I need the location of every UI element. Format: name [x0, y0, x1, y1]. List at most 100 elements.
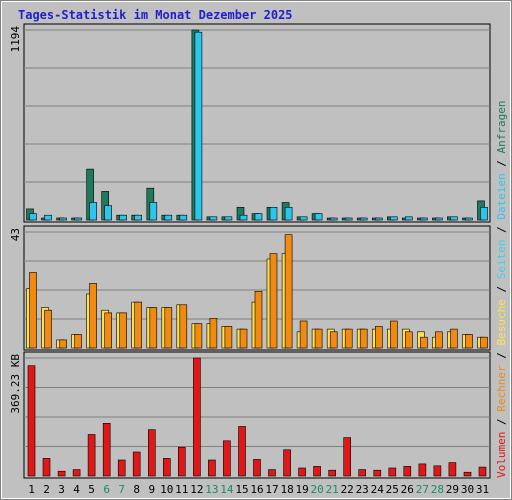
- bar-volumen-day-17: [268, 469, 276, 477]
- bar-volumen-day-25: [388, 467, 397, 477]
- bar-volumen-day-8: [132, 451, 141, 477]
- bar-rechner-day-27: [420, 336, 428, 349]
- bar-volumen-day-23: [358, 469, 367, 477]
- x-tick-day-26: 26: [401, 483, 414, 496]
- bar-rechner-day-20: [314, 328, 323, 349]
- bar-rechner-day-17: [269, 253, 278, 349]
- bar-dateien-day-20: [314, 213, 323, 221]
- bar-rechner-day-23: [359, 328, 368, 349]
- x-tick-day-11: 11: [175, 483, 188, 496]
- bar-dateien-day-17: [269, 207, 278, 221]
- x-tick-labels: 1 2 3 4 5 6 7 8 9 10 11 12 13 14 15 16 17 18 19 20 21 22 23 24 2…: [28, 483, 489, 496]
- panels-group: 1194 43 369.23 KB: [9, 23, 491, 479]
- bar-dateien-day-26: [404, 216, 413, 221]
- bar-dateien-day-21: [329, 217, 338, 221]
- bar-rechner-day-8: [134, 301, 142, 349]
- bar-volumen-day-4: [72, 469, 81, 477]
- x-tick-day-23: 23: [356, 483, 369, 496]
- bar-rechner-day-1: [29, 272, 37, 349]
- bar-rechner-day-14: [224, 326, 233, 349]
- bar-volumen-day-1: [27, 365, 36, 477]
- legend-separator: /: [495, 279, 508, 299]
- x-tick-day-19: 19: [295, 483, 308, 496]
- bar-volumen-day-19: [298, 467, 306, 477]
- x-tick-day-15: 15: [235, 483, 248, 496]
- x-tick-day-16: 16: [250, 483, 263, 496]
- bars-1: [26, 29, 488, 221]
- bar-dateien-day-30: [465, 217, 473, 221]
- bar-rechner-day-16: [254, 290, 263, 349]
- bar-rechner-day-6: [104, 312, 112, 349]
- x-tick-day-5: 5: [88, 483, 95, 496]
- bar-volumen-day-11: [178, 446, 186, 477]
- legend-text: Volumen / Rechner / Besuche / Seiten / D…: [495, 100, 508, 478]
- bar-rechner-day-13: [209, 317, 218, 349]
- bar-dateien-day-9: [149, 202, 158, 221]
- x-tick-day-25: 25: [386, 483, 399, 496]
- panel-frame: [23, 351, 491, 479]
- bar-volumen-day-30: [463, 471, 472, 477]
- x-tick-day-14: 14: [220, 483, 234, 496]
- bar-volumen-day-13: [208, 459, 216, 477]
- bar-volumen-day-10: [163, 458, 171, 477]
- bar-dateien-day-7: [119, 214, 127, 221]
- x-tick-day-21: 21: [326, 483, 339, 496]
- bar-rechner-day-30: [465, 334, 473, 349]
- x-tick-day-24: 24: [371, 483, 385, 496]
- x-tick-day-20: 20: [310, 483, 323, 496]
- legend: Volumen / Rechner / Besuche / Seiten / D…: [495, 100, 508, 478]
- x-tick-day-1: 1: [28, 483, 35, 496]
- legend-separator: /: [495, 220, 508, 240]
- bar-dateien-day-11: [179, 214, 188, 221]
- bar-rechner-day-11: [179, 304, 188, 349]
- bar-rechner-day-24: [374, 326, 383, 349]
- bar-dateien-day-29: [450, 216, 458, 221]
- x-tick-day-12: 12: [190, 483, 203, 496]
- bar-rechner-day-25: [389, 320, 398, 349]
- bar-dateien-day-18: [284, 207, 293, 221]
- legend-entry-seiten: Seiten: [495, 240, 508, 280]
- bar-dateien-day-24: [374, 217, 383, 221]
- bar-rechner-day-28: [435, 331, 443, 349]
- x-tick-day-3: 3: [58, 483, 65, 496]
- x-tick-day-4: 4: [73, 483, 80, 496]
- legend-entry-besuche: Besuche: [495, 299, 508, 345]
- bar-dateien-day-27: [420, 217, 428, 221]
- bar-dateien-day-19: [299, 216, 308, 221]
- bar-dateien-day-13: [209, 216, 218, 221]
- bar-dateien-day-3: [59, 217, 67, 221]
- bar-rechner-day-29: [450, 328, 458, 349]
- bar-volumen-day-24: [373, 469, 382, 477]
- legend-separator: /: [495, 346, 508, 366]
- bar-volumen-day-5: [87, 434, 96, 477]
- bar-dateien-day-1: [29, 213, 37, 221]
- bar-volumen-day-12: [193, 357, 201, 477]
- bars-2: [26, 234, 488, 349]
- x-tick-day-8: 8: [133, 483, 140, 496]
- bar-dateien-day-4: [74, 217, 82, 221]
- panel-1: 1194: [9, 23, 491, 223]
- bar-dateien-day-31: [480, 207, 488, 221]
- bar-rechner-day-21: [329, 331, 338, 349]
- bar-volumen-day-15: [238, 426, 246, 477]
- bar-volumen-day-27: [418, 463, 427, 477]
- bar-rechner-day-15: [239, 328, 248, 349]
- bar-volumen-day-18: [283, 449, 291, 477]
- panel-2: 43: [9, 225, 491, 351]
- x-tick-day-22: 22: [341, 483, 354, 496]
- bar-rechner-day-31: [480, 336, 488, 349]
- bar-volumen-day-22: [343, 437, 352, 477]
- x-tick-day-9: 9: [148, 483, 155, 496]
- bar-volumen-day-26: [403, 466, 412, 477]
- panel-frame: [23, 23, 491, 223]
- bars-3: [27, 357, 487, 477]
- bar-rechner-day-9: [149, 307, 158, 349]
- bar-volumen-day-29: [448, 462, 457, 477]
- bar-dateien-day-12: [194, 31, 203, 221]
- bar-volumen-day-28: [433, 465, 442, 477]
- x-tick-day-31: 31: [476, 483, 489, 496]
- x-tick-day-7: 7: [118, 483, 125, 496]
- x-tick-day-2: 2: [43, 483, 50, 496]
- bar-volumen-day-14: [223, 440, 231, 477]
